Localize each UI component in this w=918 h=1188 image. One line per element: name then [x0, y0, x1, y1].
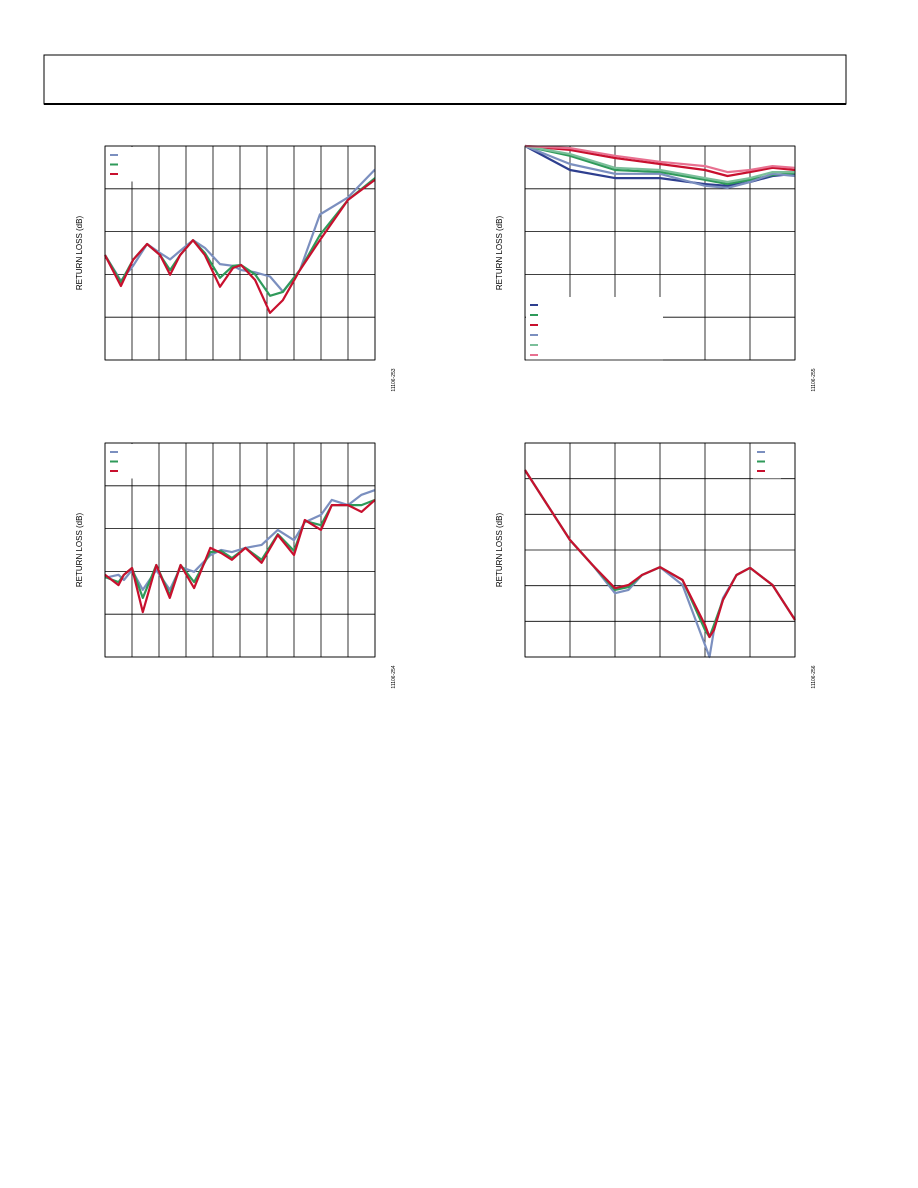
header-box — [43, 54, 847, 105]
y-axis-label: RETURN LOSS (dB) — [495, 513, 504, 588]
y-axis-label: RETURN LOSS (dB) — [75, 216, 84, 291]
y-axis-label: RETURN LOSS (dB) — [495, 216, 504, 291]
data-line — [524, 144, 796, 178]
plot-frame — [524, 145, 796, 361]
y-axis-label: RETURN LOSS (dB) — [75, 513, 84, 588]
data-line — [104, 499, 376, 614]
figure-id: 11106-255 — [811, 368, 817, 391]
data-line — [524, 144, 796, 174]
plot-frame — [104, 442, 376, 658]
data-line — [524, 144, 796, 189]
figure-id: 11106-253 — [391, 368, 397, 391]
figure-id: 11106-256 — [811, 665, 817, 688]
data-line — [524, 469, 796, 639]
figure-id: 11106-254 — [391, 665, 397, 688]
legend-box — [526, 297, 663, 363]
plot-frame — [524, 442, 796, 658]
plot-frame — [104, 145, 376, 361]
data-line — [104, 178, 376, 314]
data-line — [524, 145, 796, 187]
data-line — [524, 144, 795, 184]
